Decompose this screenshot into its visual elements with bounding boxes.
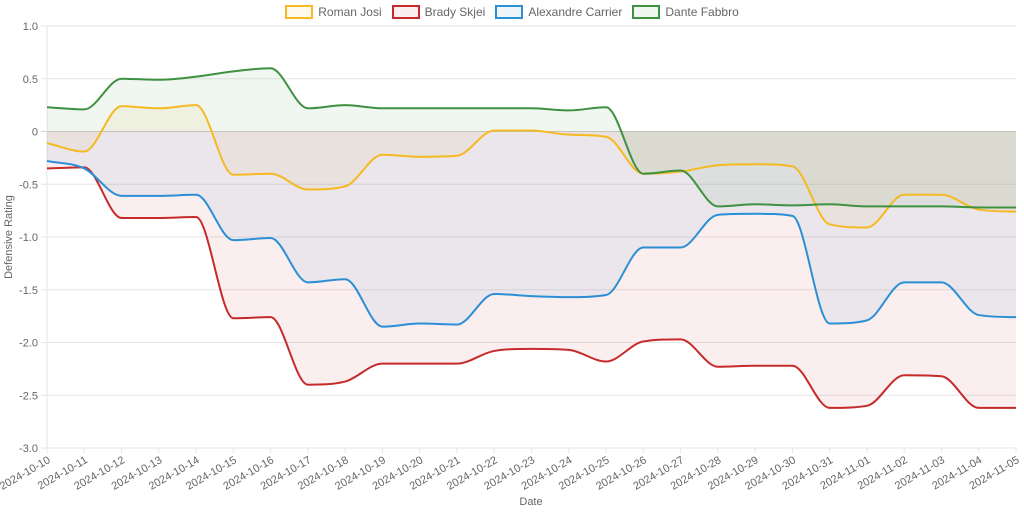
grid-lines (41, 25, 1017, 453)
y-tick-label: -2.5 (19, 390, 38, 402)
series-lines (46, 67, 1017, 409)
y-tick-label: 0.5 (23, 74, 38, 86)
y-tick-label: -2.0 (19, 338, 38, 350)
y-tick-label: -0.5 (19, 179, 38, 191)
area-roman-josi (47, 105, 1016, 228)
y-tick-label: 1.0 (23, 21, 38, 33)
y-tick-label: -1.0 (19, 232, 38, 244)
legend-item-brady-skjei[interactable]: Brady Skjei (391, 5, 486, 19)
series-areas (47, 68, 1016, 408)
line-brady-skjei (46, 166, 1016, 409)
y-tick-label: -1.5 (19, 285, 38, 297)
legend-label: Roman Josi (318, 5, 382, 19)
legend-swatch (495, 5, 524, 19)
area-dante-fabbro (47, 68, 1016, 208)
area-brady-skjei (47, 131, 1016, 408)
y-tick-label: 0 (32, 127, 38, 139)
line-dante-fabbro (46, 67, 1016, 209)
legend-label: Brady Skjei (424, 5, 486, 19)
legend-swatch (391, 5, 420, 19)
legend-label: Alexandre Carrier (528, 5, 623, 19)
line-roman-josi (46, 104, 1017, 229)
line-alexandre-carrier (46, 160, 1017, 328)
y-axis-label: Defensive Rating (3, 195, 15, 279)
x-axis-label: Date (519, 496, 542, 508)
y-tick-label: -3.0 (19, 443, 38, 455)
legend-item-alexandre-carrier[interactable]: Alexandre Carrier (495, 5, 622, 19)
area-alexandre-carrier (47, 131, 1016, 327)
y-axis-ticks: 1.0 0.5 0 -0.5 -1.0 -1.5 -2.0 -2.5 -3.0 (19, 21, 38, 455)
chart-legend: Roman Josi Brady Skjei Alexandre Carrier… (0, 5, 1024, 19)
x-axis-ticks: 2024-10-102024-10-112024-10-122024-10-13… (0, 454, 1022, 493)
legend-item-roman-josi[interactable]: Roman Josi (285, 5, 382, 19)
legend-label: Dante Fabbro (665, 5, 739, 19)
legend-item-dante-fabbro[interactable]: Dante Fabbro (632, 5, 739, 19)
legend-swatch (285, 5, 314, 19)
legend-swatch (632, 5, 661, 19)
